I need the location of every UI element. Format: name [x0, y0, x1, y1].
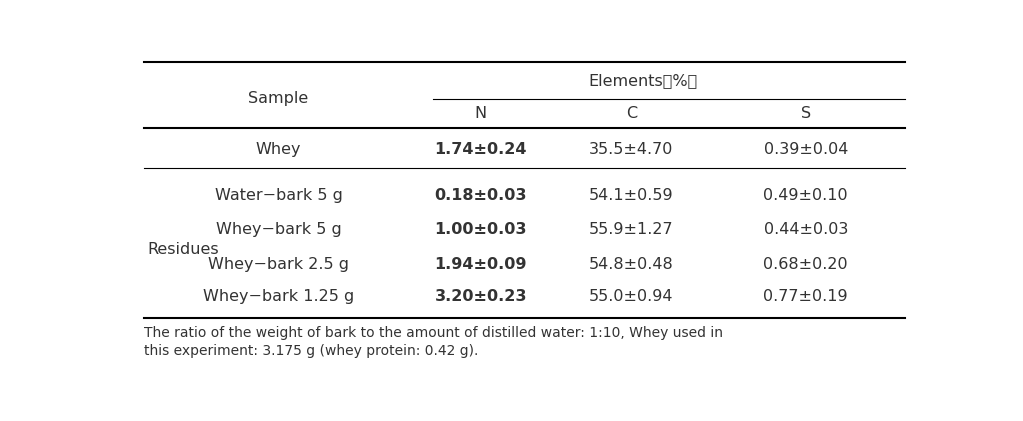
Text: 1.94±0.09: 1.94±0.09: [435, 257, 527, 272]
Text: 0.44±0.03: 0.44±0.03: [763, 222, 848, 237]
Text: C: C: [626, 106, 637, 121]
Text: 0.49±0.10: 0.49±0.10: [763, 188, 848, 203]
Text: 55.9±1.27: 55.9±1.27: [589, 222, 673, 237]
Text: 54.8±0.48: 54.8±0.48: [589, 257, 674, 272]
Text: Residues: Residues: [147, 242, 219, 257]
Text: Whey: Whey: [256, 141, 301, 157]
Text: 1.74±0.24: 1.74±0.24: [435, 141, 527, 157]
Text: Sample: Sample: [249, 91, 309, 106]
Text: this experiment: 3.175 g (whey protein: 0.42 g).: this experiment: 3.175 g (whey protein: …: [143, 344, 478, 358]
Text: Elements（%）: Elements（%）: [588, 73, 698, 88]
Text: 0.18±0.03: 0.18±0.03: [435, 188, 527, 203]
Text: Whey−bark 2.5 g: Whey−bark 2.5 g: [208, 257, 349, 272]
Text: Whey−bark 1.25 g: Whey−bark 1.25 g: [203, 289, 354, 304]
Text: S: S: [801, 106, 811, 121]
Text: 1.00±0.03: 1.00±0.03: [435, 222, 527, 237]
Text: 0.77±0.19: 0.77±0.19: [763, 289, 848, 304]
Text: 0.39±0.04: 0.39±0.04: [763, 141, 848, 157]
Text: 55.0±0.94: 55.0±0.94: [589, 289, 673, 304]
Text: 3.20±0.23: 3.20±0.23: [435, 289, 527, 304]
Text: N: N: [475, 106, 487, 121]
Text: Water−bark 5 g: Water−bark 5 g: [215, 188, 343, 203]
Text: 35.5±4.70: 35.5±4.70: [589, 141, 673, 157]
Text: 54.1±0.59: 54.1±0.59: [589, 188, 673, 203]
Text: 0.68±0.20: 0.68±0.20: [763, 257, 848, 272]
Text: The ratio of the weight of bark to the amount of distilled water: 1:10, Whey use: The ratio of the weight of bark to the a…: [143, 326, 722, 340]
Text: Whey−bark 5 g: Whey−bark 5 g: [216, 222, 342, 237]
